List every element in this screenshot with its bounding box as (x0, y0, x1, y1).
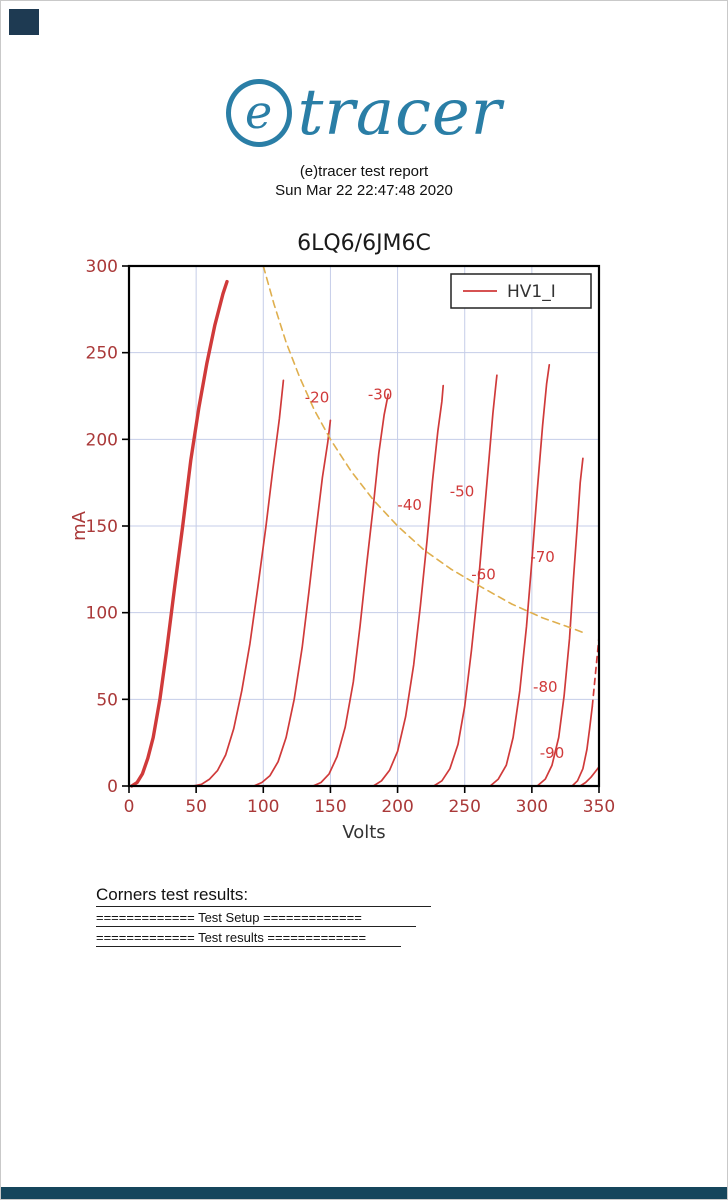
logo-e-letter: e (244, 85, 273, 139)
curve-vg-80-dashed-ext (591, 636, 600, 708)
report-date: Sun Mar 22 22:47:48 2020 (275, 182, 453, 199)
results-section: Corners test results: ============= Test… (96, 885, 431, 947)
y-tick-label: 200 (86, 430, 118, 450)
characteristic-curves-figure: 0 50 100 150 200 250 300 350 0 50 100 150 200 250 300 6… (69, 228, 616, 851)
results-setup-line: ============= Test Setup ============= (96, 910, 416, 927)
curve-label: -60 (471, 566, 496, 584)
curve-vg-30 (312, 393, 390, 787)
curve-vg-20 (253, 419, 332, 787)
results-heading: Corners test results: (96, 885, 431, 907)
etracer-logo-icon: e (225, 79, 292, 147)
results-results-line: ============= Test results ============= (96, 930, 401, 947)
curve-label: -80 (533, 678, 558, 696)
curve-vg-90 (579, 766, 600, 787)
x-tick-label: 100 (247, 797, 279, 817)
x-axis-label: Volts (342, 822, 385, 843)
curve-label: -20 (305, 389, 330, 407)
brand-logo: e tracer (1, 79, 727, 147)
curve-label: -70 (530, 548, 555, 566)
report-header: (e)tracer test report Sun Mar 22 22:47:4… (1, 163, 727, 199)
curve-label: -50 (450, 482, 475, 500)
logo-wordmark: tracer (297, 76, 503, 150)
y-tick-label: 150 (86, 517, 118, 537)
legend-label: HV1_I (507, 282, 556, 302)
y-axis-label: mA (71, 510, 90, 541)
curve-label: -30 (368, 385, 393, 403)
x-tick-label: 50 (185, 797, 207, 817)
curve-label: -40 (397, 496, 422, 514)
x-tick-label: 250 (448, 797, 480, 817)
x-tick-label: 350 (583, 797, 615, 817)
y-tick-label: 0 (107, 777, 118, 797)
curve-vg-40 (372, 384, 445, 787)
legend-box (450, 273, 592, 309)
curve-vg-60 (489, 363, 551, 787)
curve-dissipation-limit (262, 265, 587, 635)
curve-vg-50 (432, 374, 498, 787)
curve-label: -90 (540, 744, 565, 762)
y-tick-label: 100 (86, 604, 118, 624)
report-title: (e)tracer test report (299, 163, 429, 180)
corner-mark (9, 9, 39, 35)
curve-vg-80 (571, 705, 594, 787)
footer-bar (1, 1187, 727, 1199)
chart-svg: 0 50 100 150 200 250 300 350 0 50 100 150 200 250 300 6… (69, 231, 615, 843)
y-tick-label: 250 (86, 344, 118, 364)
x-tick-label: 0 (124, 797, 135, 817)
x-tick-label: 150 (314, 797, 346, 817)
curve-vg-0 (130, 279, 229, 788)
curve-vg-70 (536, 457, 584, 787)
x-tick-label: 300 (516, 797, 548, 817)
curve-vg-10 (192, 379, 285, 787)
y-tick-label: 50 (96, 690, 118, 710)
x-tick-label: 200 (381, 797, 413, 817)
y-tick-label: 300 (86, 257, 118, 277)
chart-title: 6LQ6/6JM6C (297, 231, 431, 256)
